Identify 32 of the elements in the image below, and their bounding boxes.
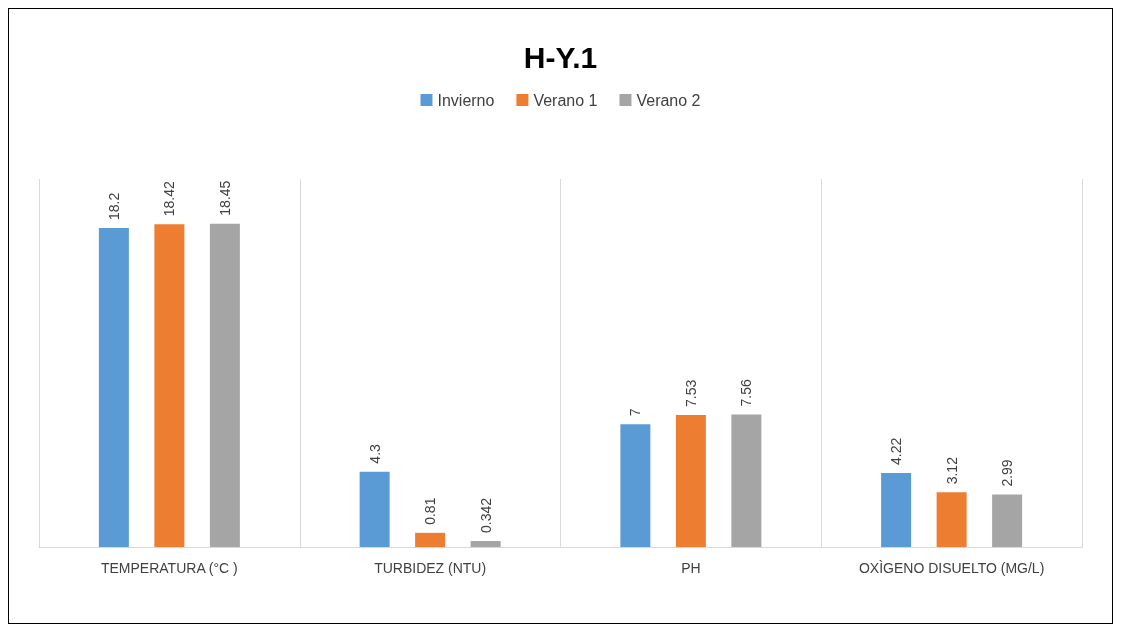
x-tick-label: PH xyxy=(681,560,701,576)
data-label: 0.342 xyxy=(477,497,494,534)
chart-title: H-Y.1 xyxy=(523,40,598,74)
data-label: 18.42 xyxy=(161,180,178,217)
x-tick-label: TEMPERATURA (°C ) xyxy=(100,560,238,576)
bar xyxy=(620,424,651,547)
bar xyxy=(731,414,762,547)
x-tick-label: TURBIDEZ (NTU) xyxy=(374,560,487,576)
data-label: 7 xyxy=(627,408,644,417)
data-label: 2.99 xyxy=(999,459,1016,487)
legend-label: Verano 1 xyxy=(533,91,598,109)
bar xyxy=(98,228,129,547)
data-label: 18.45 xyxy=(216,180,233,216)
data-label: 18.2 xyxy=(105,192,122,221)
legend-label: Verano 2 xyxy=(636,91,701,109)
bar xyxy=(675,415,706,547)
bar xyxy=(470,541,501,547)
bar xyxy=(209,223,240,547)
bar xyxy=(881,473,912,547)
bar xyxy=(154,224,185,547)
data-label: 7.53 xyxy=(682,379,699,408)
data-label: 7.56 xyxy=(738,379,755,407)
bar xyxy=(992,494,1023,547)
bar xyxy=(415,532,446,547)
bar xyxy=(359,471,390,547)
x-tick-label: OXÌGENO DISUELTO (MG/L) xyxy=(858,560,1045,576)
bar xyxy=(936,492,967,547)
data-label: 0.81 xyxy=(422,497,439,525)
data-label: 4.3 xyxy=(366,443,383,464)
data-label: 3.12 xyxy=(943,456,960,485)
legend-label: Invierno xyxy=(437,91,495,109)
data-label: 4.22 xyxy=(888,437,905,466)
